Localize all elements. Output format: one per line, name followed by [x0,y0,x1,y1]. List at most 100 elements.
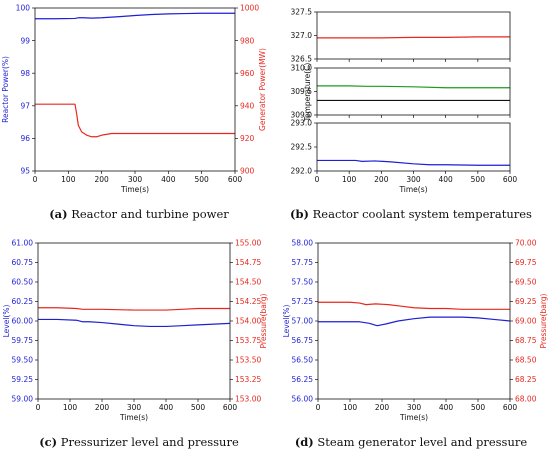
y-tick-label: 96 [20,134,30,143]
series-line-b1-red [317,36,510,39]
y2-tick-label: 980 [240,36,255,45]
y-tick-label: 99 [20,36,30,45]
y2-tick-label: 153.50 [235,356,261,365]
x-tick-label: 400 [439,403,454,412]
y2-tick-label: 154.00 [235,317,261,326]
y2-tick-label: 920 [240,134,255,143]
y2-tick-label: 68.50 [515,356,537,365]
y2-tick-label: 153.75 [235,336,261,345]
series-line-b3-blue [317,159,510,166]
y-tick-label: 57.25 [292,297,314,306]
y2-tick-label: 153.00 [235,395,261,404]
y-axis-label-a: Reactor Power(%) [1,56,10,123]
caption-b: (b) Reactor coolant system temperatures [290,207,532,221]
x-tick-label: 0 [33,175,38,184]
y-tick-label: 57.75 [292,258,314,267]
x-axis-label-d: Time(s) [399,413,428,422]
charts-layer: 0 100 200 300 400 500 600 Time(s) 95 96 97 98 99 100 R… [1,4,548,422]
y-tick-label: 56.25 [292,375,314,384]
x-tick-label: 600 [223,403,238,412]
series-line-b2-green [317,85,510,89]
y-tick-label: 292.5 [291,143,313,152]
y-tick-label: 97 [20,102,30,111]
y-tick-label: 60.00 [12,317,34,326]
y-tick-label: 59.00 [12,395,34,404]
y-tick-label: 58.00 [292,239,314,248]
x-tick-label: 0 [315,175,320,184]
y2-tick-label: 940 [240,102,255,111]
series-line-c-red [38,307,230,311]
y-tick-label: 56.00 [292,395,314,404]
x-tick-label: 0 [316,403,321,412]
x-tick-label: 600 [503,403,518,412]
x-tick-label: 100 [63,403,78,412]
y-tick-label: 61.00 [12,239,34,248]
x-tick-label: 200 [374,175,389,184]
y-tick-label: 60.75 [12,258,34,267]
x-tick-label: 600 [503,175,518,184]
y2-tick-label: 69.75 [515,258,537,267]
series-line-c-blue [38,318,231,328]
plot-frame-a [34,7,236,172]
y2-tick-label: 154.50 [235,278,261,287]
caption-d: (d) Steam generator level and pressure [295,435,528,449]
y2-axis-label-d: Pressure(barg) [539,293,548,348]
x-tick-label: 500 [471,175,486,184]
y-tick-label: 309.0 [291,111,313,120]
y-tick-label: 57.00 [292,317,314,326]
x-axis-label-b3: Time(s) [398,185,427,194]
x-tick-label: 200 [375,403,390,412]
y2-tick-label: 153.25 [235,375,261,384]
y-tick-label: 292.0 [291,167,313,176]
y-axis-label-b2: Temperature(C) [303,63,312,123]
y-tick-label: 326.5 [291,55,313,64]
x-tick-label: 400 [161,175,176,184]
y-tick-label: 309.5 [291,87,313,96]
x-tick-label: 500 [191,403,206,412]
caption-a: (a) Reactor and turbine power [49,207,229,221]
series-line-d-blue [318,316,511,327]
y-tick-label: 327.5 [291,8,313,17]
y-axis-label-d: Level(%) [282,305,291,338]
y-tick-label: 56.75 [292,336,314,345]
series-line-a-red [35,103,235,138]
y2-axis-label-c: Pressure(barg) [259,293,268,348]
y-tick-label: 59.75 [12,336,34,345]
y-tick-label: 59.50 [12,356,34,365]
y2-tick-label: 155.00 [235,239,261,248]
series-line-d-red [318,301,510,310]
x-tick-label: 0 [36,403,41,412]
plot-frame-b1 [316,11,511,60]
y-tick-label: 95 [20,167,30,176]
y-axis-label-c: Level(%) [2,305,11,338]
y2-tick-label: 68.00 [515,395,537,404]
y-tick-label: 56.50 [292,356,314,365]
x-tick-label: 400 [439,175,454,184]
y2-tick-label: 68.25 [515,375,537,384]
y2-tick-label: 70.00 [515,239,537,248]
y2-tick-label: 69.50 [515,278,537,287]
y-tick-label: 57.50 [292,278,314,287]
x-axis-label-a: Time(s) [120,185,149,194]
x-tick-label: 500 [471,403,486,412]
series-line-a-blue [35,12,235,20]
x-tick-label: 300 [406,175,421,184]
caption-c: (c) Pressurizer level and pressure [39,435,239,449]
y-tick-label: 60.50 [12,278,34,287]
plot-frame-c [37,242,231,400]
y-tick-label: 59.25 [12,375,34,384]
x-tick-label: 300 [128,175,143,184]
x-tick-label: 500 [195,175,210,184]
y-tick-label: 293.0 [291,119,313,128]
y2-tick-label: 69.00 [515,317,537,326]
y2-tick-label: 154.25 [235,297,261,306]
y-tick-label: 100 [16,4,31,13]
y-tick-label: 327.0 [291,31,313,40]
x-tick-label: 200 [95,175,110,184]
plot-frame-d [317,242,511,400]
x-tick-label: 100 [343,403,358,412]
x-tick-label: 100 [342,175,357,184]
y2-tick-label: 69.25 [515,297,537,306]
x-tick-label: 400 [159,403,174,412]
